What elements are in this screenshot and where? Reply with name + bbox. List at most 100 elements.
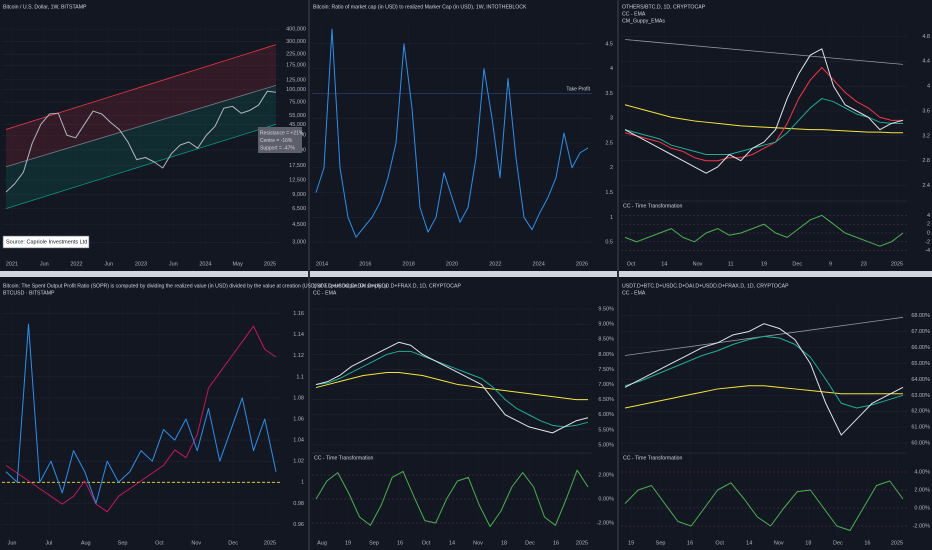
x-tick-label: 16 [687, 540, 693, 546]
y-tick-label: 4.4 [922, 59, 930, 65]
source-label: Source: Capriole Investments Ltd [6, 239, 87, 245]
chart-title: Bitcoin / U.S. Dollar, 1W, BITSTAMP [3, 4, 87, 10]
y-tick-label: 9.50% [598, 306, 614, 312]
series-line [5, 84, 277, 168]
x-tick-label: Oct [155, 540, 164, 546]
y-tick-label: 0.5 [605, 240, 613, 246]
y-tick-label: 7.00% [598, 382, 614, 388]
chart-subtitle: BTCUSD · BITSTAMP [3, 290, 55, 296]
series-line [315, 341, 589, 434]
annotation: Support = -47% [260, 145, 295, 151]
y-tick-label: 9,000 [292, 192, 306, 198]
y-tick-label: 300,000 [286, 39, 306, 45]
chart-title: OTHERS/BTC.D, 1D, CRYPTOCAP [622, 4, 706, 10]
x-tick-label: Nov [693, 261, 703, 267]
x-tick-label: 23 [861, 261, 867, 267]
y-tick-label: 1.04 [293, 438, 304, 444]
chart-title: USDT.D+USDC.D+DAI.D+USDD.D+FRAX.D, 1D, C… [313, 283, 462, 289]
y-tick-label: 400,000 [286, 27, 306, 33]
row-separator [0, 271, 932, 277]
y-tick-label: 60.00% [911, 440, 930, 446]
y-tick-label: 5.00% [598, 442, 614, 448]
y-tick-label: 1.02 [293, 459, 304, 465]
x-tick-label: 18 [805, 540, 811, 546]
y-tick-label: 66.00% [911, 345, 930, 351]
y-tick-label: -4 [925, 248, 930, 254]
x-tick-label: Dec [228, 540, 238, 546]
series-line [5, 90, 277, 193]
y-tick-label: 4,500 [292, 222, 306, 228]
y-tick-label: 4.5 [605, 41, 613, 47]
series-line [624, 104, 903, 134]
chart-subtitle: CM_Guppy_EMAs [622, 18, 665, 24]
x-tick-label: 2014 [316, 261, 328, 267]
x-tick-label: 19 [628, 540, 634, 546]
x-tick-label: Oct [715, 540, 724, 546]
x-tick-label: 19 [761, 261, 767, 267]
x-tick-label: Nov [191, 540, 201, 546]
y-tick-label: 125,000 [286, 77, 306, 83]
y-tick-label: 2.5 [605, 140, 613, 146]
y-tick-label: 63.00% [911, 393, 930, 399]
y-tick-label: 12,500 [289, 178, 306, 184]
chart-title: Bitcoin: The Spent Output Profit Ratio (… [3, 283, 387, 289]
x-tick-label: 2024 [533, 261, 545, 267]
y-tick-label: 3,000 [292, 240, 306, 246]
y-tick-label: 6.00% [598, 412, 614, 418]
x-tick-label: 2024 [199, 261, 211, 267]
y-tick-label: 65.00% [911, 361, 930, 367]
x-tick-label: 2018 [403, 261, 415, 267]
y-tick-label: 62.00% [911, 409, 930, 415]
y-tick-label: 4 [927, 213, 930, 219]
y-tick-label: 7.50% [598, 367, 614, 373]
y-tick-label: 0 [927, 230, 930, 236]
x-tick-label: Jun [169, 261, 178, 267]
y-tick-label: 225,000 [286, 52, 306, 58]
y-tick-label: 0.98 [293, 501, 304, 507]
series-line [624, 323, 904, 436]
series-line [624, 480, 904, 531]
y-tick-label: 75,000 [289, 100, 306, 106]
y-tick-label: 1 [610, 215, 613, 221]
series-line [5, 123, 277, 209]
series-line [315, 469, 589, 528]
x-tick-label: May [233, 261, 244, 267]
series-line [5, 44, 277, 130]
y-tick-label: 1.16 [293, 311, 304, 317]
x-tick-label: Oct [627, 261, 636, 267]
y-tick-label: 8.50% [598, 337, 614, 343]
source-box [2, 235, 90, 249]
x-tick-label: 16 [397, 540, 403, 546]
series-line [624, 39, 904, 65]
y-tick-label: 8.00% [598, 352, 614, 358]
x-tick-label: Jun [8, 540, 17, 546]
y-tick-label: 55,000 [289, 113, 306, 119]
x-tick-label: 19 [345, 540, 351, 546]
series-line [315, 371, 588, 401]
y-tick-label: 4 [610, 66, 613, 72]
series-line [624, 214, 904, 247]
series-line [624, 67, 903, 162]
annotation: Resistance = +21% [260, 130, 304, 136]
series-line [5, 325, 277, 513]
indicator-title: CC - Time Transformation [623, 455, 682, 461]
x-tick-label: 16 [864, 540, 870, 546]
y-tick-label: 6.50% [598, 397, 614, 403]
series-line [624, 48, 904, 174]
channel-upper [6, 44, 276, 167]
y-tick-label: 45,000 [289, 122, 306, 128]
x-tick-label: Nov [774, 540, 784, 546]
x-tick-label: 18 [501, 540, 507, 546]
y-tick-label: 1.5 [605, 190, 613, 196]
y-tick-label: 1.06 [293, 416, 304, 422]
y-tick-label: 2.00% [598, 472, 614, 478]
y-tick-label: 1.14 [293, 332, 304, 338]
x-tick-label: Sep [656, 540, 666, 546]
y-tick-label: 3 [610, 116, 613, 122]
x-tick-label: 2023 [135, 261, 147, 267]
chart-subtitle: CC - EMA [313, 290, 337, 296]
x-tick-label: Sep [118, 540, 128, 546]
x-tick-label: Jul [45, 540, 52, 546]
x-tick-label: Jun [40, 261, 49, 267]
